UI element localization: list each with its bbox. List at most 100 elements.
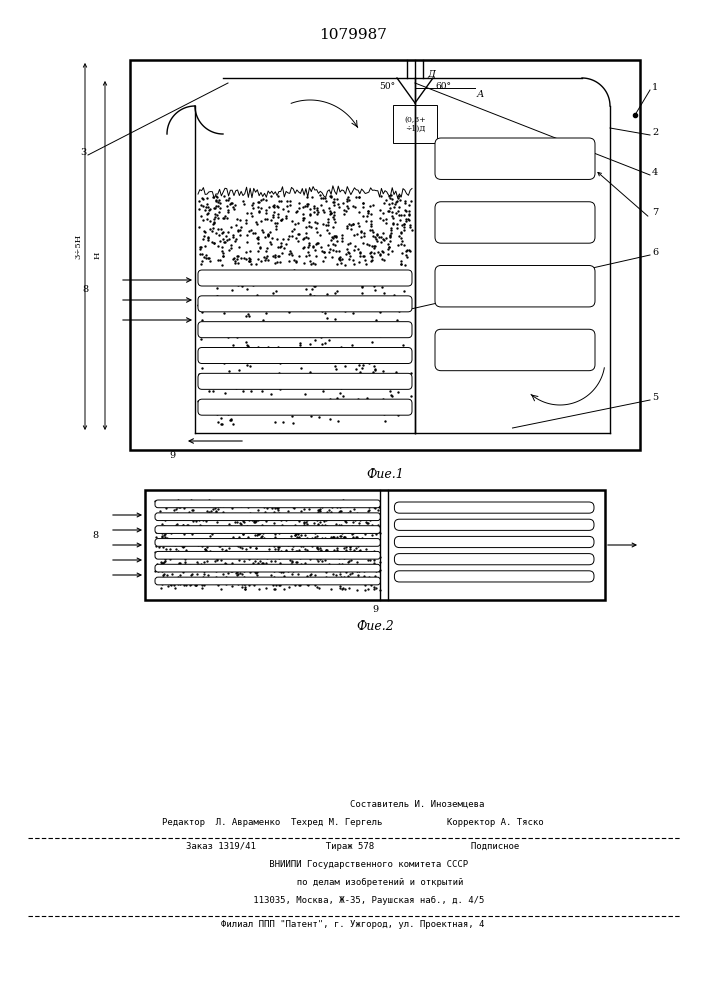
Point [190,577,201,593]
Point [303,398,314,414]
Point [279,562,291,578]
Point [170,511,181,527]
Point [282,203,293,219]
Point [160,526,171,542]
Point [273,502,284,518]
Point [225,412,236,428]
Point [201,190,213,206]
Point [256,517,267,533]
Point [373,244,384,260]
Point [245,383,257,399]
Point [304,328,315,344]
Point [229,562,240,578]
Point [360,541,371,557]
Point [370,526,382,542]
Point [320,193,332,209]
Point [300,509,311,525]
Point [184,562,195,578]
Point [272,497,284,513]
Point [308,204,320,220]
Point [374,247,385,263]
Point [293,525,304,541]
Point [344,216,355,232]
Point [194,239,206,255]
Point [150,538,161,554]
Point [165,541,176,557]
Point [226,376,238,392]
Point [378,406,390,422]
Point [284,509,296,525]
Point [194,512,205,528]
Point [361,213,372,229]
Point [269,255,281,271]
Point [166,549,177,565]
Point [184,504,195,520]
Point [401,211,412,227]
Point [196,291,207,307]
Point [319,190,330,206]
Point [377,231,388,247]
Point [382,246,394,262]
Point [382,236,394,252]
Point [322,310,333,326]
Point [312,558,324,574]
Point [172,492,183,508]
Point [292,233,303,249]
Point [173,519,185,535]
Point [339,202,350,218]
Point [265,553,276,569]
Point [335,503,346,519]
Point [167,548,178,564]
Point [218,566,229,582]
Point [159,575,170,591]
Point [368,358,380,374]
Point [202,250,214,266]
Point [334,251,345,267]
Point [269,529,281,545]
Point [216,293,228,309]
Point [253,507,264,523]
Point [254,204,265,220]
Point [311,235,322,251]
Point [293,226,304,242]
Point [303,534,315,550]
Point [210,209,221,225]
Point [295,369,306,385]
Point [400,213,411,229]
Point [268,569,279,585]
Point [305,570,316,586]
Point [250,540,262,556]
Point [363,503,374,519]
Point [358,496,370,512]
Point [171,520,182,536]
Point [273,500,284,516]
Point [243,250,255,266]
Point [323,200,334,216]
Point [367,367,378,383]
FancyBboxPatch shape [198,348,412,364]
Point [205,201,216,217]
Point [262,546,274,562]
Point [197,253,208,269]
Point [209,235,220,251]
Point [307,239,318,255]
Point [254,573,265,589]
Point [366,527,378,543]
Point [293,572,305,588]
Point [315,514,326,530]
Point [308,200,320,216]
Point [247,277,259,293]
Point [337,230,348,246]
Point [262,511,274,527]
Point [247,546,259,562]
Point [216,561,228,577]
Point [315,371,327,387]
Point [339,358,351,374]
Point [295,556,306,572]
Point [265,567,276,583]
Point [346,518,358,534]
Point [211,225,222,241]
Point [243,512,255,528]
Point [308,198,320,214]
Point [273,248,284,264]
